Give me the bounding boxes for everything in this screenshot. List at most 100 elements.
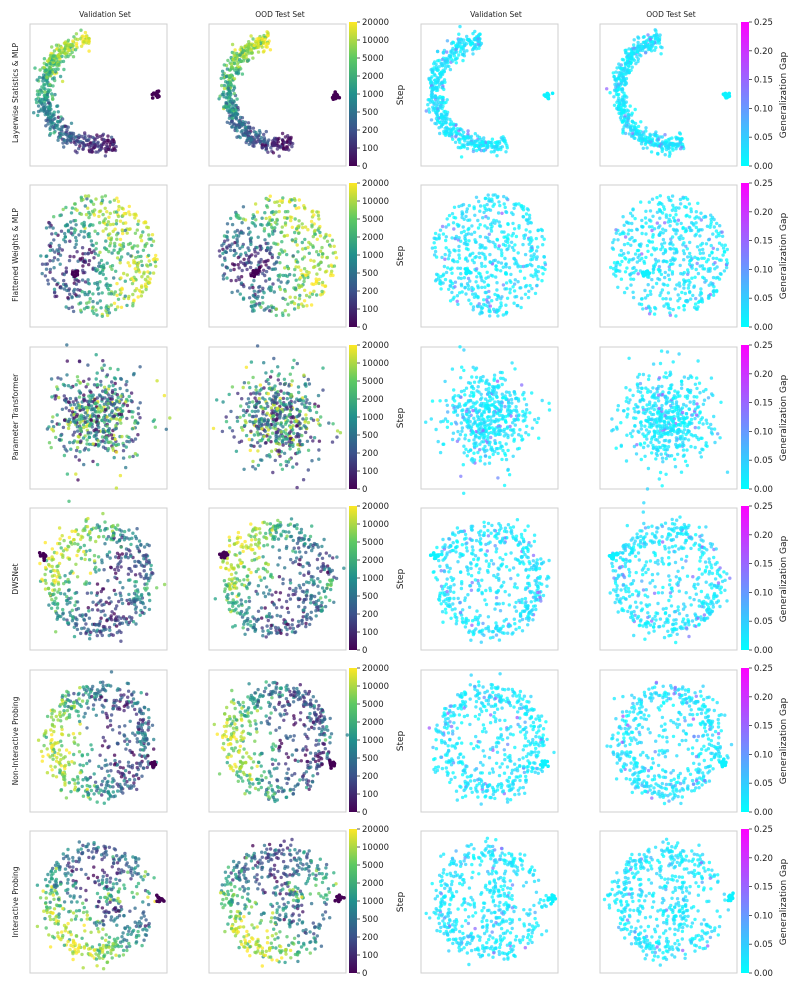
scatter-point <box>625 221 630 225</box>
scatter-point <box>58 119 63 123</box>
scatter-point <box>631 46 635 50</box>
scatter-point <box>107 393 111 397</box>
scatter-point <box>104 150 108 154</box>
scatter-point <box>231 104 235 109</box>
scatter-point <box>56 119 60 124</box>
scatter-point <box>96 439 100 443</box>
scatter-point <box>430 95 434 100</box>
scatter-point <box>683 279 687 284</box>
scatter-point <box>510 245 515 250</box>
scatter-point <box>446 266 450 270</box>
scatter-point <box>48 104 53 108</box>
scatter-point <box>309 303 314 307</box>
scatter-point <box>95 383 100 387</box>
scatter-point <box>647 200 651 204</box>
scatter-point <box>70 131 74 135</box>
scatter-point <box>44 226 49 230</box>
scatter-point <box>614 268 618 273</box>
scatter-point <box>111 222 116 226</box>
scatter-point <box>492 218 496 222</box>
scatter-point <box>69 231 73 235</box>
scatter-point <box>298 275 303 280</box>
scatter-point <box>260 216 264 220</box>
scatter-point <box>48 225 52 229</box>
scatter-point <box>64 406 68 410</box>
scatter-point <box>101 272 106 277</box>
scatter-point <box>238 135 242 140</box>
scatter-point <box>627 228 631 232</box>
scatter-point <box>461 202 466 207</box>
scatter-point <box>433 231 438 236</box>
scatter-point <box>447 253 451 258</box>
scatter-point <box>45 81 49 86</box>
scatter-point <box>97 261 102 265</box>
scatter-point <box>698 228 702 232</box>
scatter-point <box>99 409 104 413</box>
scatter-point <box>232 86 237 90</box>
scatter-point <box>477 199 481 204</box>
scatter-point <box>81 268 85 273</box>
scatter-point <box>82 393 86 397</box>
scatter-point <box>663 270 667 275</box>
scatter-point <box>636 40 640 45</box>
scatter-point <box>59 46 64 50</box>
scatter-point <box>637 302 642 306</box>
scatter-point <box>52 49 57 53</box>
scatter-point <box>674 228 679 232</box>
scatter-point <box>278 382 282 386</box>
scatter-point <box>87 262 91 267</box>
scatter-point <box>71 400 75 404</box>
scatter-point <box>115 233 119 237</box>
scatter-point <box>631 277 636 281</box>
scatter-point <box>635 227 639 231</box>
scatter-point <box>252 278 256 283</box>
scatter-point <box>101 359 105 363</box>
scatter-point <box>297 219 301 223</box>
scatter-point <box>723 243 727 247</box>
scatter-point <box>242 284 246 289</box>
scatter-point <box>504 239 508 243</box>
scatter-point <box>98 299 103 303</box>
scatter-point <box>88 421 93 425</box>
scatter-point <box>669 141 673 146</box>
scatter-point <box>120 434 124 439</box>
scatter-point <box>290 198 294 202</box>
scatter-point <box>91 442 96 446</box>
scatter-point <box>64 284 69 288</box>
scatter-point <box>57 422 61 426</box>
scatter-point <box>467 239 471 243</box>
scatter-point <box>125 303 129 308</box>
scatter-point <box>147 259 151 263</box>
scatter-point <box>513 243 517 247</box>
scatter-point <box>715 265 719 269</box>
scatter-point <box>639 54 643 58</box>
scatter-point <box>479 261 484 266</box>
scatter-point <box>635 248 640 253</box>
scatter-point <box>267 222 271 226</box>
scatter-point <box>677 306 681 310</box>
scatter-point <box>467 142 471 146</box>
scatter-point <box>262 291 266 295</box>
scatter-point <box>649 292 653 296</box>
scatter-point <box>285 252 289 257</box>
row-label-5: Non-Interactive Probing <box>11 696 20 785</box>
scatter-point <box>437 120 442 125</box>
scatter-point <box>493 193 497 197</box>
scatter-point <box>667 154 672 158</box>
scatter-point <box>323 270 328 274</box>
scatter-point <box>526 221 530 226</box>
scatter-point <box>527 216 532 220</box>
scatter-point <box>105 210 109 214</box>
scatter-point <box>57 437 62 442</box>
scatter-point <box>44 96 48 100</box>
scatter-point <box>313 228 317 233</box>
scatter-point <box>258 244 262 248</box>
scatter-point <box>529 254 533 258</box>
scatter-point <box>663 275 667 280</box>
scatter-point <box>91 135 95 140</box>
scatter-point <box>491 204 495 208</box>
scatter-point <box>686 268 690 272</box>
scatter-point <box>116 214 121 219</box>
scatter-point <box>274 313 278 318</box>
scatter-point <box>694 267 698 272</box>
